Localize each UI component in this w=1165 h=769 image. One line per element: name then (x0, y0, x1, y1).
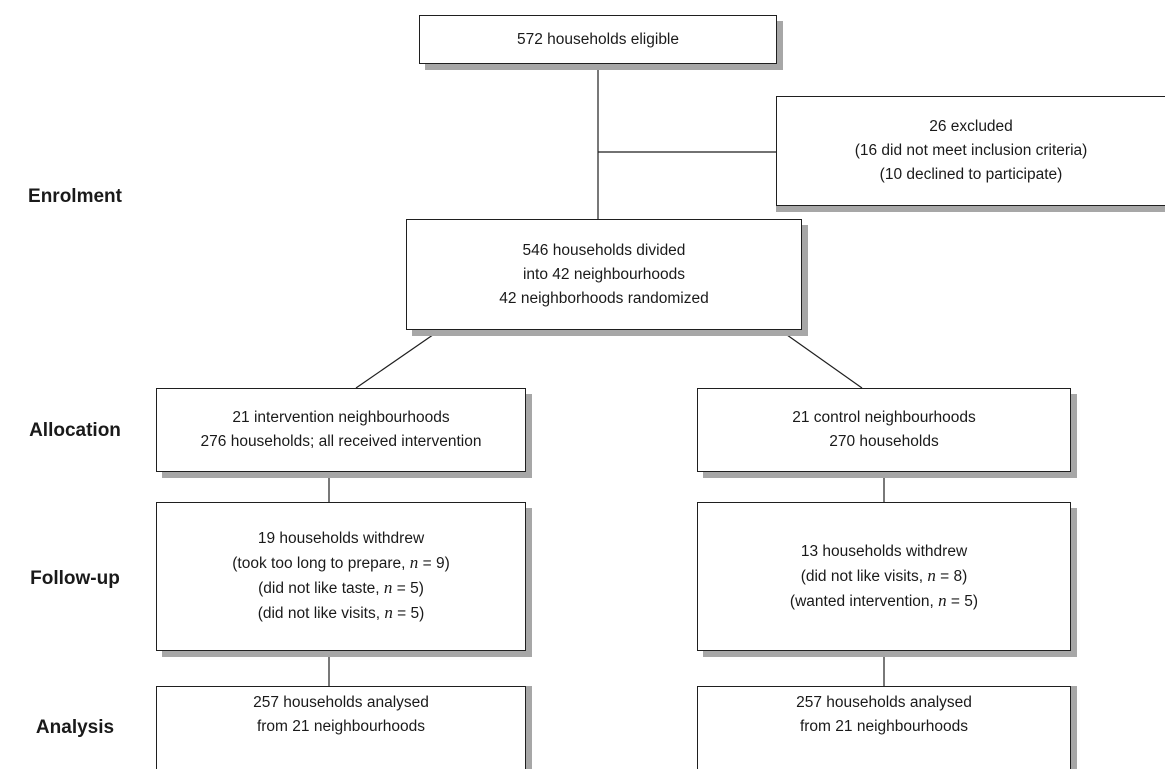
control-withdrew-reason: (did not like visits, n = 8) (800, 565, 968, 585)
intervention-analysis-box: 257 households analysed from 21 neighbou… (156, 686, 526, 769)
intervention-analysis-line-2: from 21 neighbourhoods (256, 718, 426, 735)
stage-label-enrolment: Enrolment (28, 186, 122, 207)
control-analysis-box: 257 households analysed from 21 neighbou… (697, 686, 1071, 769)
intervention-alloc-line-1: 21 intervention neighbourhoods (232, 409, 450, 426)
connector-randomized-to-intervention (355, 329, 441, 389)
control-withdrew-box: 13 households withdrew (did not like vis… (697, 502, 1071, 651)
control-withdrew-line-1: 13 households withdrew (800, 542, 968, 560)
randomized-box: 546 households divided into 42 neighbour… (406, 219, 802, 330)
intervention-analysis-line-1: 257 households analysed (253, 694, 429, 711)
stage-label-allocation: Allocation (29, 420, 121, 441)
connector-randomized-to-control (779, 329, 863, 389)
control-withdrew-reason: (wanted intervention, n = 5) (789, 590, 979, 610)
excluded-line-1: 26 excluded (929, 118, 1013, 135)
intervention-withdrew-reason: (did not like visits, n = 5) (257, 603, 425, 622)
excluded-line-2: (16 did not meet inclusion criteria) (854, 142, 1088, 159)
randomized-line-1: 546 households divided (522, 241, 686, 259)
control-analysis-line-2: from 21 neighbourhoods (799, 718, 969, 735)
intervention-withdrew-line-1: 19 households withdrew (257, 530, 425, 547)
control-allocation-box: 21 control neighbourhoods 270 households (697, 388, 1071, 472)
control-alloc-line-2: 270 households (829, 433, 939, 450)
stage-label-follow-up: Follow-up (30, 568, 120, 589)
excluded-line-3: (10 declined to participate) (879, 166, 1063, 183)
randomized-line-2: into 42 neighbourhoods (522, 265, 686, 283)
intervention-allocation-box: 21 intervention neighbourhoods 276 house… (156, 388, 526, 472)
eligible-box: 572 households eligible (419, 15, 777, 64)
control-alloc-line-1: 21 control neighbourhoods (792, 409, 976, 426)
intervention-withdrew-reason: (took too long to prepare, n = 9) (232, 553, 450, 572)
intervention-withdrew-reason: (did not like taste, n = 5) (258, 578, 424, 597)
eligible-line: 572 households eligible (516, 30, 680, 48)
intervention-alloc-line-2: 276 households; all received interventio… (200, 433, 482, 450)
control-analysis-line-1: 257 households analysed (796, 694, 972, 711)
stage-label-analysis: Analysis (35, 717, 115, 738)
excluded-box: 26 excluded (16 did not meet inclusion c… (776, 96, 1165, 206)
intervention-withdrew-box: 19 households withdrew (took too long to… (156, 502, 526, 651)
randomized-line-3: 42 neighborhoods randomized (499, 289, 709, 307)
